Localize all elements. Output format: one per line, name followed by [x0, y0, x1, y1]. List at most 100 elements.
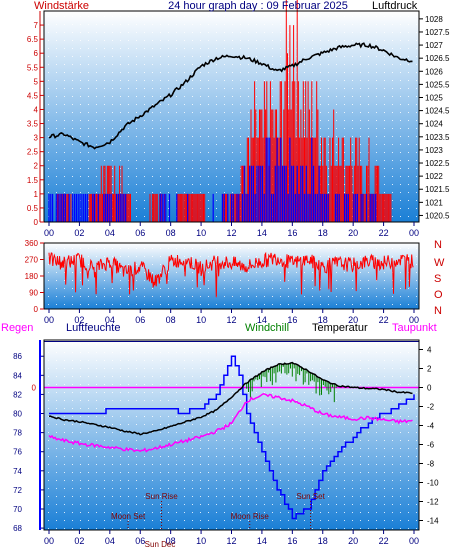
x-tick-label-p0: 16 — [287, 228, 297, 238]
right-tick-label-p0: 1026 — [425, 67, 443, 76]
panel3-grid — [44, 340, 419, 530]
right-tick-label-p0: 1027 — [425, 41, 443, 50]
left-tick-label-p0: 4 — [34, 105, 39, 114]
right-tick-label-p0: 1022.5 — [425, 159, 450, 168]
x-tick-label-p0: 08 — [166, 228, 176, 238]
direction-label-s: S — [434, 273, 441, 285]
x-tick-label-p2: 10 — [196, 536, 206, 546]
x-tick-label-p2: 18 — [318, 536, 328, 546]
right-tick-label-p0: 1024.5 — [425, 107, 450, 116]
right-tick-label-p2: 4 — [427, 346, 432, 355]
right-tick-label-p2: -6 — [427, 441, 435, 450]
right-tick-label-p0: 1021.5 — [425, 185, 450, 194]
x-tick-label-p1: 08 — [166, 315, 176, 325]
x-tick-label-p2: 00 — [409, 536, 419, 546]
left-tick-label-p0: 7 — [34, 21, 39, 30]
right-tick-label-p2: -4 — [427, 422, 435, 431]
left-tick-label-p0: 3.5 — [27, 120, 39, 129]
right-tick-label-p0: 1021 — [425, 198, 443, 207]
annotation-label: Sun Rise — [145, 492, 178, 501]
right-tick-label-p2: -14 — [427, 517, 439, 526]
x-tick-label-p1: 18 — [318, 315, 328, 325]
annotation-label: Moon Set — [111, 512, 146, 521]
x-tick-label-p1: 00 — [409, 315, 419, 325]
windstaerke-label: Windstärke — [34, 0, 89, 12]
left-tick-label-p2: 86 — [13, 352, 22, 361]
x-tick-label-p1: 22 — [379, 315, 389, 325]
dewpoint-line — [48, 393, 413, 453]
right-tick-label-p2: -12 — [427, 498, 439, 507]
x-tick-label-p1: 02 — [74, 315, 84, 325]
x-tick-label-p1: 00 — [44, 315, 54, 325]
left-tick-label-p2: 70 — [13, 505, 22, 514]
right-tick-label-p2: 0 — [427, 384, 432, 393]
x-tick-label-p2: 16 — [287, 536, 297, 546]
chart-title: 24 hour graph day : 09 Februar 2025 — [168, 0, 348, 12]
x-tick-label-p0: 00 — [409, 228, 419, 238]
regen-label: Regen — [1, 322, 33, 334]
left-tick-label-p0: 6.5 — [27, 35, 39, 44]
right-tick-label-p0: 1026.5 — [425, 54, 450, 63]
x-tick-label-p0: 04 — [105, 228, 115, 238]
x-tick-label-p2: 20 — [348, 536, 358, 546]
right-tick-label-p2: 2 — [427, 365, 432, 374]
x-tick-label-p1: 20 — [348, 315, 358, 325]
humidity-line — [49, 355, 415, 520]
right-tick-label-p0: 1025.5 — [425, 80, 450, 89]
left-tick-label-p0: 5.5 — [27, 63, 39, 72]
x-tick-label-p0: 14 — [257, 228, 267, 238]
annotation-label: Moon Rise — [231, 512, 270, 521]
x-tick-label-p2: 02 — [74, 536, 84, 546]
windchill-line — [246, 362, 337, 403]
x-tick-label-p0: 02 — [74, 228, 84, 238]
left-tick-label-p0: 2 — [34, 162, 39, 171]
right-tick-label-p2: -10 — [427, 479, 439, 488]
left-tick-label-p1: 180 — [25, 272, 39, 281]
x-tick-label-p1: 16 — [287, 315, 297, 325]
right-tick-label-p0: 1028 — [425, 15, 443, 24]
temperatur-label: Temperatur — [312, 322, 368, 334]
left-tick-label-p0: 2.5 — [27, 148, 39, 157]
pressure-line — [48, 42, 413, 150]
luftfeuchte-label: Luftfeuchte — [66, 322, 120, 334]
left-tick-label-p0: 1.5 — [27, 176, 39, 185]
panel2-grid — [44, 243, 419, 309]
direction-label-o: O — [434, 289, 443, 301]
x-tick-label-p2: 06 — [135, 536, 145, 546]
x-tick-label-p0: 22 — [379, 228, 389, 238]
x-tick-label-p1: 10 — [196, 315, 206, 325]
temperature-line — [48, 361, 413, 436]
left-tick-label-p1: 90 — [29, 289, 38, 298]
right-tick-label-p0: 1020.5 — [425, 211, 450, 220]
right-tick-label-p0: 1023 — [425, 146, 443, 155]
direction-label-n2: N — [434, 305, 442, 317]
x-tick-label-p0: 18 — [318, 228, 328, 238]
x-tick-label-p0: 20 — [348, 228, 358, 238]
direction-label-n1: N — [434, 239, 442, 251]
left-tick-label-p2: 82 — [13, 390, 22, 399]
x-tick-label-p0: 00 — [44, 228, 54, 238]
windchill-label: Windchill — [245, 322, 289, 334]
right-tick-label-p2: -2 — [427, 403, 435, 412]
left-tick-label-p0: 5 — [34, 77, 39, 86]
annotation-label: Sun Dec — [145, 540, 176, 549]
luftdruck-label: Luftdruck — [372, 0, 418, 12]
left-tick-label-p0: 6 — [34, 49, 39, 58]
left-tick-label-p2: 78 — [13, 429, 22, 438]
right-tick-label-p0: 1027.5 — [425, 28, 450, 37]
x-tick-label-p2: 04 — [105, 536, 115, 546]
zero-reference-label: 0 — [32, 384, 37, 393]
right-tick-label-p2: -8 — [427, 460, 435, 469]
left-tick-label-p0: 4.5 — [27, 91, 39, 100]
direction-label-w: W — [434, 257, 445, 269]
x-tick-label-p1: 14 — [257, 315, 267, 325]
left-tick-label-p2: 68 — [13, 524, 22, 533]
x-tick-label-p2: 22 — [379, 536, 389, 546]
left-tick-label-p1: 360 — [25, 239, 39, 248]
wind-gust-bars — [48, 137, 377, 222]
left-tick-label-p2: 80 — [13, 410, 22, 419]
left-tick-label-p0: 0.5 — [27, 204, 39, 213]
x-tick-label-p0: 06 — [135, 228, 145, 238]
right-tick-label-p0: 1025 — [425, 93, 443, 102]
x-tick-label-p2: 00 — [44, 536, 54, 546]
